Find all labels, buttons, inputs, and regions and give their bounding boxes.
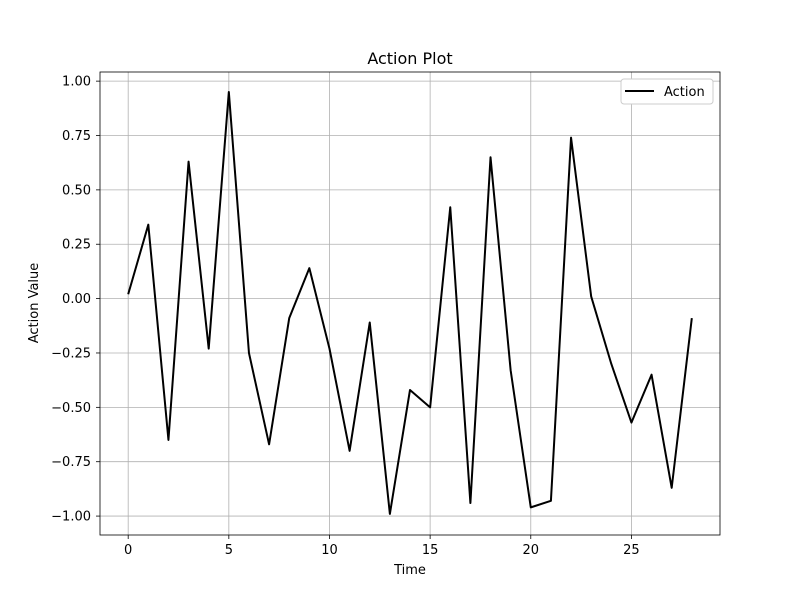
plot-area	[100, 72, 720, 535]
legend: Action	[620, 78, 714, 105]
axes-frame	[99, 71, 721, 536]
legend-label-action: Action	[664, 85, 705, 100]
x-tick-label: 0	[124, 543, 132, 558]
y-tick-label: −1.00	[51, 510, 91, 525]
y-tick-label: 0.75	[62, 129, 91, 144]
y-tick-label: 1.00	[62, 75, 91, 90]
y-tick-label: 0.25	[62, 238, 91, 253]
x-tick-label: 25	[623, 543, 640, 558]
x-axis-label: Time	[393, 563, 426, 578]
y-tick-label: 0.50	[62, 183, 91, 198]
y-tick-label: −0.50	[51, 401, 91, 416]
y-tick-label: −0.75	[51, 455, 91, 470]
x-tick-label: 5	[225, 543, 233, 558]
series-line-action	[127, 91, 693, 515]
x-tick-label: 20	[523, 543, 540, 558]
chart-title: Action Plot	[367, 49, 452, 68]
y-tick-label: 0.00	[62, 292, 91, 307]
x-tick-label: 15	[422, 543, 439, 558]
axes: 0 5 10 15 20 25 1.00 0.75 0.50 0.25 0.00 −0.25 −0.50…	[51, 71, 721, 558]
y-axis-label: Action Value	[27, 263, 42, 344]
legend-box	[620, 78, 714, 105]
y-tick-label: −0.25	[51, 346, 91, 361]
x-tick-label: 10	[321, 543, 338, 558]
series-group	[127, 91, 693, 515]
grid	[100, 72, 720, 535]
